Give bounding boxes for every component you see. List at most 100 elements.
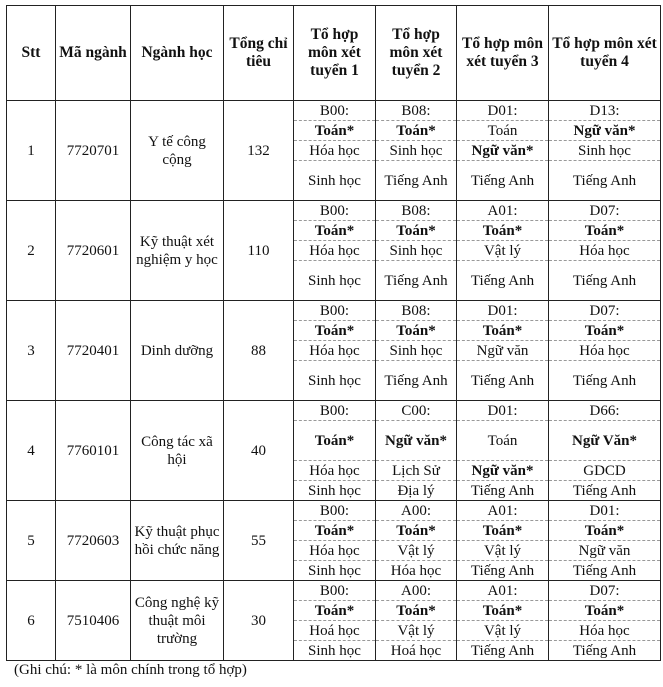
combo-subject: Toán* [548,220,661,241]
major-code-cell: 7720603 [55,500,131,581]
major-code-cell: 7720401 [55,300,131,401]
combo-code: B00: [293,200,376,221]
combo-code: B08: [375,200,457,221]
table-row: 3 7720401 Dinh dưỡng 88 B00: B08: D01: D07: [6,300,661,401]
header-code: Mã ngành [55,5,131,101]
header-quota: Tổng chỉ tiêu [223,5,294,101]
combo-subject: Toán* [456,600,549,621]
header-combo-1: Tổ hợp môn xét tuyển 1 [293,5,376,101]
table-row: Toán* Toán* Toán* Toán* [7,220,661,241]
stt-cell: 4 [6,400,56,501]
combo-subject: Sinh học [293,160,376,201]
table-row: Sinh học Địa lý Tiếng Anh Tiếng Anh [7,480,661,501]
combo-code: D01: [456,300,549,321]
combo-code: B00: [293,500,376,521]
combo-subject: Tiếng Anh [548,260,661,301]
combo-subject: Toán* [293,520,376,541]
combo-code: D07: [548,580,661,601]
major-name-cell: Công nghệ kỹ thuật môi trường [130,580,224,661]
combo-subject: Toán* [456,520,549,541]
combo-subject: Toán* [375,220,457,241]
table-row: Sinh học Tiếng Anh Tiếng Anh Tiếng Anh [7,160,661,201]
combo-subject: Tiếng Anh [375,160,457,201]
combo-subject: Tiếng Anh [548,160,661,201]
combo-code: D07: [548,200,661,221]
quota-cell: 40 [223,400,294,501]
table-row: Toán* Ngữ văn* Toán Ngữ Văn* [7,420,661,461]
combo-code: B08: [375,100,457,121]
combo-subject: Tiếng Anh [456,160,549,201]
combo-subject: Hóa học [293,240,376,261]
table-row: Sinh học Hoá học Tiếng Anh Tiếng Anh [7,640,661,661]
header-row: Stt Mã ngành Ngành học Tổng chỉ tiêu Tổ … [6,5,661,101]
major-code-cell: 7760101 [55,400,131,501]
combo-subject: Sinh học [293,360,376,401]
major-name-cell: Dinh dưỡng [130,300,224,401]
footnote: (Ghi chú: * là môn chính trong tổ hợp) [14,662,247,678]
table-row: 5 7720603 Kỹ thuật phục hồi chức năng 55 B00… [6,500,661,581]
combo-subject: Tiếng Anh [548,480,661,501]
combo-subject: Hoá học [375,640,457,661]
combo-subject: Toán* [456,220,549,241]
combo-subject: Ngữ văn* [456,460,549,481]
combo-subject: Vật lý [456,620,549,641]
quota-cell: 132 [223,100,294,201]
combo-subject: GDCD [548,460,661,481]
header-combo-4: Tổ hợp môn xét tuyển 4 [548,5,661,101]
major-name-cell: Y tế công cộng [130,100,224,201]
combo-subject: Sinh học [375,240,457,261]
combo-code: A01: [456,500,549,521]
combo-subject: Tiếng Anh [548,360,661,401]
combo-subject: Toán* [375,520,457,541]
stt-cell: 6 [6,580,56,661]
combo-subject: Toán* [375,120,457,141]
combo-subject: Ngữ văn* [456,140,549,161]
table-row: Sinh học Tiếng Anh Tiếng Anh Tiếng Anh [7,360,661,401]
table-row: 1 7720701 Y tế công cộng 132 B00: B08: D01: D13… [6,100,661,201]
combo-subject: Địa lý [375,480,457,501]
combo-subject: Hóa học [548,340,661,361]
quota-cell: 110 [223,200,294,301]
combo-code: C00: [375,400,457,421]
header-stt: Stt [6,5,56,101]
stt-cell: 3 [6,300,56,401]
table-row: 6 7510406 Công nghệ kỹ thuật môi trường 30 B… [6,580,661,661]
major-code-cell: 7720601 [55,200,131,301]
combo-code: A00: [375,580,457,601]
combo-subject: Sinh học [293,480,376,501]
table-row: 2 7720601 Kỹ thuật xét nghiệm y học 110 B00:… [6,200,661,301]
combo-subject: Ngữ văn* [548,120,661,141]
stt-cell: 1 [6,100,56,201]
combo-code: D01: [456,400,549,421]
combo-subject: Sinh học [548,140,661,161]
combo-subject: Ngữ văn* [375,420,457,461]
major-name-cell: Kỹ thuật phục hồi chức năng [130,500,224,581]
combo-subject: Hóa học [548,620,661,641]
quota-cell: 55 [223,500,294,581]
combo-subject: Hóa học [293,340,376,361]
combo-subject: Tiếng Anh [456,560,549,581]
header-combo-2: Tổ hợp môn xét tuyển 2 [375,5,457,101]
combo-subject: Hóa học [293,140,376,161]
combo-subject: Toán* [456,320,549,341]
stt-cell: 2 [6,200,56,301]
combo-subject: Hóa học [293,460,376,481]
combo-code: A01: [456,200,549,221]
header-major: Ngành học [130,5,224,101]
combo-subject: Toán* [293,220,376,241]
combo-code: A01: [456,580,549,601]
combo-subject: Toán [456,120,549,141]
table-row: 4 7760101 Công tác xã hội 40 B00: C00: D01: D66… [6,400,661,501]
combo-code: D01: [456,100,549,121]
table-row: Hóa học Vật lý Vật lý Ngữ văn [7,540,661,561]
combo-subject: Sinh học [375,140,457,161]
admissions-table-container: Stt Mã ngành Ngành học Tổng chỉ tiêu Tổ … [6,5,661,661]
combo-subject: Hóa học [548,240,661,261]
combo-subject: Ngữ văn [548,540,661,561]
combo-subject: Toán* [548,600,661,621]
combo-subject: Vật lý [456,240,549,261]
combo-subject: Hoá học [293,620,376,641]
combo-subject: Ngữ văn [456,340,549,361]
combo-subject: Sinh học [293,260,376,301]
table-row: Toán* Toán* Toán* Toán* [7,520,661,541]
